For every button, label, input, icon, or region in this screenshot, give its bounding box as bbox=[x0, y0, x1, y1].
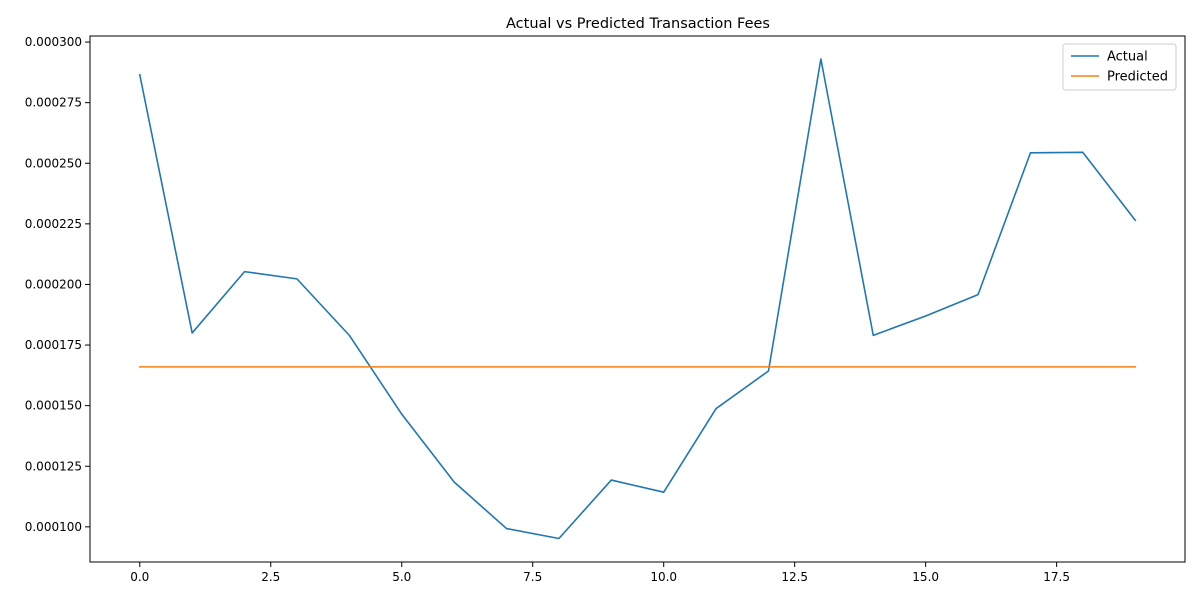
x-tick-label: 12.5 bbox=[781, 570, 808, 584]
x-tick-label: 0.0 bbox=[130, 570, 149, 584]
y-tick-label: 0.000225 bbox=[25, 217, 82, 231]
y-tick-label: 0.000100 bbox=[25, 520, 82, 534]
x-tick-label: 10.0 bbox=[650, 570, 677, 584]
legend-label: Predicted bbox=[1107, 70, 1168, 85]
x-tick-label: 5.0 bbox=[392, 570, 411, 584]
x-tick-label: 17.5 bbox=[1043, 570, 1070, 584]
plot-frame bbox=[89, 35, 1186, 563]
y-tick-label: 0.000150 bbox=[25, 399, 82, 413]
plot-area bbox=[89, 35, 1186, 563]
x-tick-label: 7.5 bbox=[523, 570, 542, 584]
x-axis: 0.0 2.5 5.0 7.5 10.0 12.5 15.0 17.5 bbox=[130, 562, 1070, 584]
y-tick-label: 0.000125 bbox=[25, 459, 82, 473]
legend-label: Actual bbox=[1107, 50, 1148, 65]
x-tick-label: 15.0 bbox=[912, 570, 939, 584]
chart-title: Actual vs Predicted Transaction Fees bbox=[506, 16, 770, 32]
series-layer bbox=[138, 58, 1137, 540]
series-line-actual bbox=[138, 58, 1137, 540]
y-tick-label: 0.000175 bbox=[25, 338, 82, 352]
y-tick-label: 0.000300 bbox=[25, 35, 82, 49]
y-tick-label: 0.000250 bbox=[25, 156, 82, 170]
legend: Actual Predicted bbox=[1062, 43, 1177, 91]
y-tick-label: 0.000275 bbox=[25, 96, 82, 110]
y-tick-label: 0.000200 bbox=[25, 277, 82, 291]
y-axis: 0.000100 0.000125 0.000150 0.000175 0.000200… bbox=[25, 35, 90, 534]
x-tick-label: 2.5 bbox=[261, 570, 280, 584]
